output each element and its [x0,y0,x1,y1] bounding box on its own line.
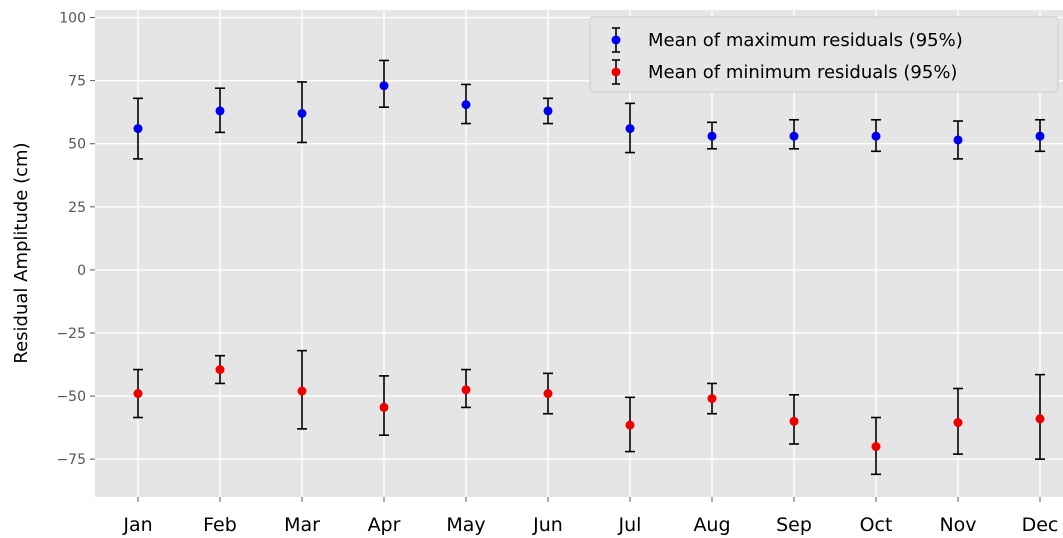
x-tick-label: Mar [284,514,320,536]
x-tick-label: Oct [860,514,893,536]
x-tick-label: Nov [939,514,976,536]
y-tick-label: 100 [59,11,86,27]
legend-label: Mean of maximum residuals (95%) [648,30,963,51]
y-tick-label: −50 [56,389,86,405]
x-tick-label: Jan [122,514,152,536]
data-point [953,135,963,145]
y-tick-label: 0 [77,263,86,279]
data-point [789,131,799,141]
legend: Mean of maximum residuals (95%) Mean of m… [589,16,1059,93]
data-point [707,394,717,404]
legend-box [589,16,1059,93]
data-point [215,365,225,375]
data-point [625,420,635,430]
x-tick-label: Jul [618,514,642,536]
data-point [707,131,717,141]
legend-label: Mean of minimum residuals (95%) [648,62,957,83]
data-point [953,418,963,428]
data-point [543,106,553,116]
data-point [297,108,307,118]
x-tick-label: Feb [203,514,237,536]
x-tick-label: Apr [368,514,401,536]
data-point [461,100,471,110]
x-tick-label: May [446,514,485,536]
data-point [461,385,471,395]
y-tick-label: −75 [56,452,86,468]
x-tick-label: Jun [532,514,563,536]
data-point [133,124,143,134]
data-point [871,442,881,452]
data-point [379,402,389,412]
legend-marker [611,35,621,45]
data-point [789,416,799,426]
y-tick-label: 50 [68,137,86,153]
data-point [1035,131,1045,141]
y-tick-label: 25 [68,200,86,216]
data-point [871,131,881,141]
y-tick-label: −25 [56,326,86,342]
data-point [1035,414,1045,424]
x-tick-label: Dec [1022,514,1059,536]
data-point [543,389,553,399]
axis-ticks: 100 75 50 25 0 −25 −50 −75 Jan Feb Mar Apr May Jun Jul… [56,11,1058,536]
x-tick-label: Aug [693,514,730,536]
data-point [215,106,225,116]
y-tick-label: 75 [68,74,86,90]
data-point [297,386,307,396]
x-tick-label: Sep [776,514,812,536]
data-point [133,389,143,399]
data-points [133,81,1045,452]
data-point [625,124,635,134]
y-axis-label: Residual Amplitude (cm) [11,142,32,363]
legend-marker [611,67,621,77]
data-point [379,81,389,91]
